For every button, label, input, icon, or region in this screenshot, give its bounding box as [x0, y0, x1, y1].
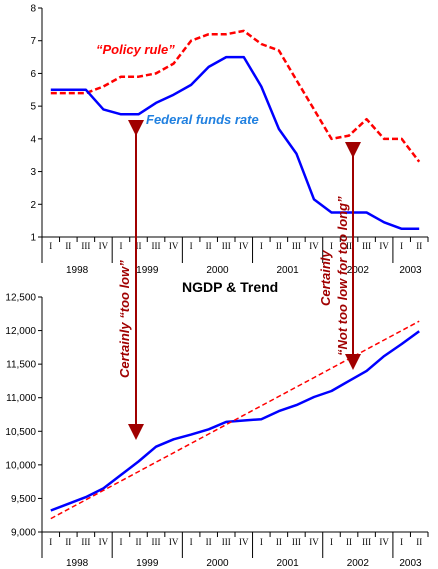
year-label: 2003 — [399, 558, 422, 569]
too-low-annotation: Certainly “too low” — [117, 260, 132, 378]
y-tick-label: 6 — [30, 69, 36, 80]
y-tick-label: 12,000 — [5, 326, 36, 337]
quarter-label: I — [190, 537, 193, 547]
quarter-label: IV — [239, 537, 249, 547]
series-line — [50, 320, 420, 520]
year-label: 2000 — [206, 265, 229, 276]
y-tick-label: 5 — [30, 102, 36, 113]
quarter-label: IV — [309, 241, 319, 251]
quarter-label: I — [190, 241, 193, 251]
quarter-label: IV — [99, 537, 109, 547]
quarter-label: I — [119, 241, 122, 251]
quarter-label: II — [276, 241, 282, 251]
quarter-label: IV — [379, 537, 389, 547]
quarter-label: III — [292, 537, 301, 547]
y-tick-label: 3 — [30, 167, 36, 178]
quarter-label: III — [222, 537, 231, 547]
y-tick-label: 12,500 — [5, 293, 36, 304]
quarter-label: III — [362, 537, 371, 547]
year-label: 2001 — [277, 265, 300, 276]
policy-rule-label: “Policy rule” — [96, 42, 175, 57]
quarter-label: I — [400, 537, 403, 547]
quarter-label: III — [222, 241, 231, 251]
quarter-label: I — [260, 241, 263, 251]
federal-funds-rate-label: Federal funds rate — [146, 112, 259, 127]
quarter-label: IV — [99, 241, 109, 251]
ngdp-chart-title: NGDP & Trend — [182, 279, 278, 295]
year-label: 2003 — [399, 265, 422, 276]
quarter-label: II — [276, 537, 282, 547]
quarter-label: II — [206, 537, 212, 547]
quarter-label: IV — [379, 241, 389, 251]
quarter-label: I — [49, 537, 52, 547]
series-line — [50, 55, 420, 231]
quarter-label: II — [416, 537, 422, 547]
quarter-label: I — [260, 537, 263, 547]
quarter-label: IV — [169, 537, 179, 547]
quarter-label: II — [416, 241, 422, 251]
y-tick-label: 4 — [30, 134, 36, 145]
y-tick-label: 9,500 — [11, 494, 36, 505]
not-too-low-annotation-line2: “Not too low for too long” — [335, 196, 350, 356]
quarter-label: III — [152, 537, 161, 547]
year-label: 1999 — [136, 558, 159, 569]
y-tick-label: 8 — [30, 4, 36, 15]
quarter-label: II — [136, 537, 142, 547]
quarter-label: III — [81, 537, 90, 547]
y-tick-label: 9,000 — [11, 528, 36, 539]
quarter-label: II — [206, 241, 212, 251]
quarter-label: III — [81, 241, 90, 251]
y-tick-label: 10,000 — [5, 460, 36, 471]
y-tick-label: 10,500 — [5, 427, 36, 438]
not-too-low-annotation-line1: Certainly — [318, 250, 333, 306]
ngdp-trend-chart: NGDP & Trend 9,000 9,500 10,000 10,500 11,00… — [5, 279, 429, 569]
year-label: 2000 — [206, 558, 229, 569]
year-label: 2002 — [347, 558, 370, 569]
series-line — [50, 330, 420, 512]
year-label: 2002 — [347, 265, 370, 276]
quarter-label: II — [65, 537, 71, 547]
year-label: 1999 — [136, 265, 159, 276]
year-label: 1998 — [66, 265, 89, 276]
series-line — [50, 29, 421, 163]
quarter-label: II — [65, 241, 71, 251]
y-tick-label: 11,000 — [6, 393, 36, 404]
annotations: Certainly “too low” Certainly “Not too l… — [117, 120, 361, 440]
quarter-label: III — [152, 241, 161, 251]
quarter-label: I — [49, 241, 52, 251]
quarter-label: III — [292, 241, 301, 251]
quarter-label: II — [346, 537, 352, 547]
y-tick-label: 2 — [30, 200, 36, 211]
quarter-label: I — [119, 537, 122, 547]
y-tick-label: 7 — [30, 36, 36, 47]
quarter-label: IV — [309, 537, 319, 547]
y-tick-label: 1 — [30, 233, 36, 244]
quarter-label: IV — [239, 241, 249, 251]
year-label: 1998 — [66, 558, 89, 569]
quarter-label: I — [330, 241, 333, 251]
quarter-label: IV — [169, 241, 179, 251]
quarter-label: III — [362, 241, 371, 251]
y-tick-label: 11,500 — [6, 360, 36, 371]
quarter-label: I — [330, 537, 333, 547]
quarter-label: I — [400, 241, 403, 251]
year-label: 2001 — [277, 558, 300, 569]
